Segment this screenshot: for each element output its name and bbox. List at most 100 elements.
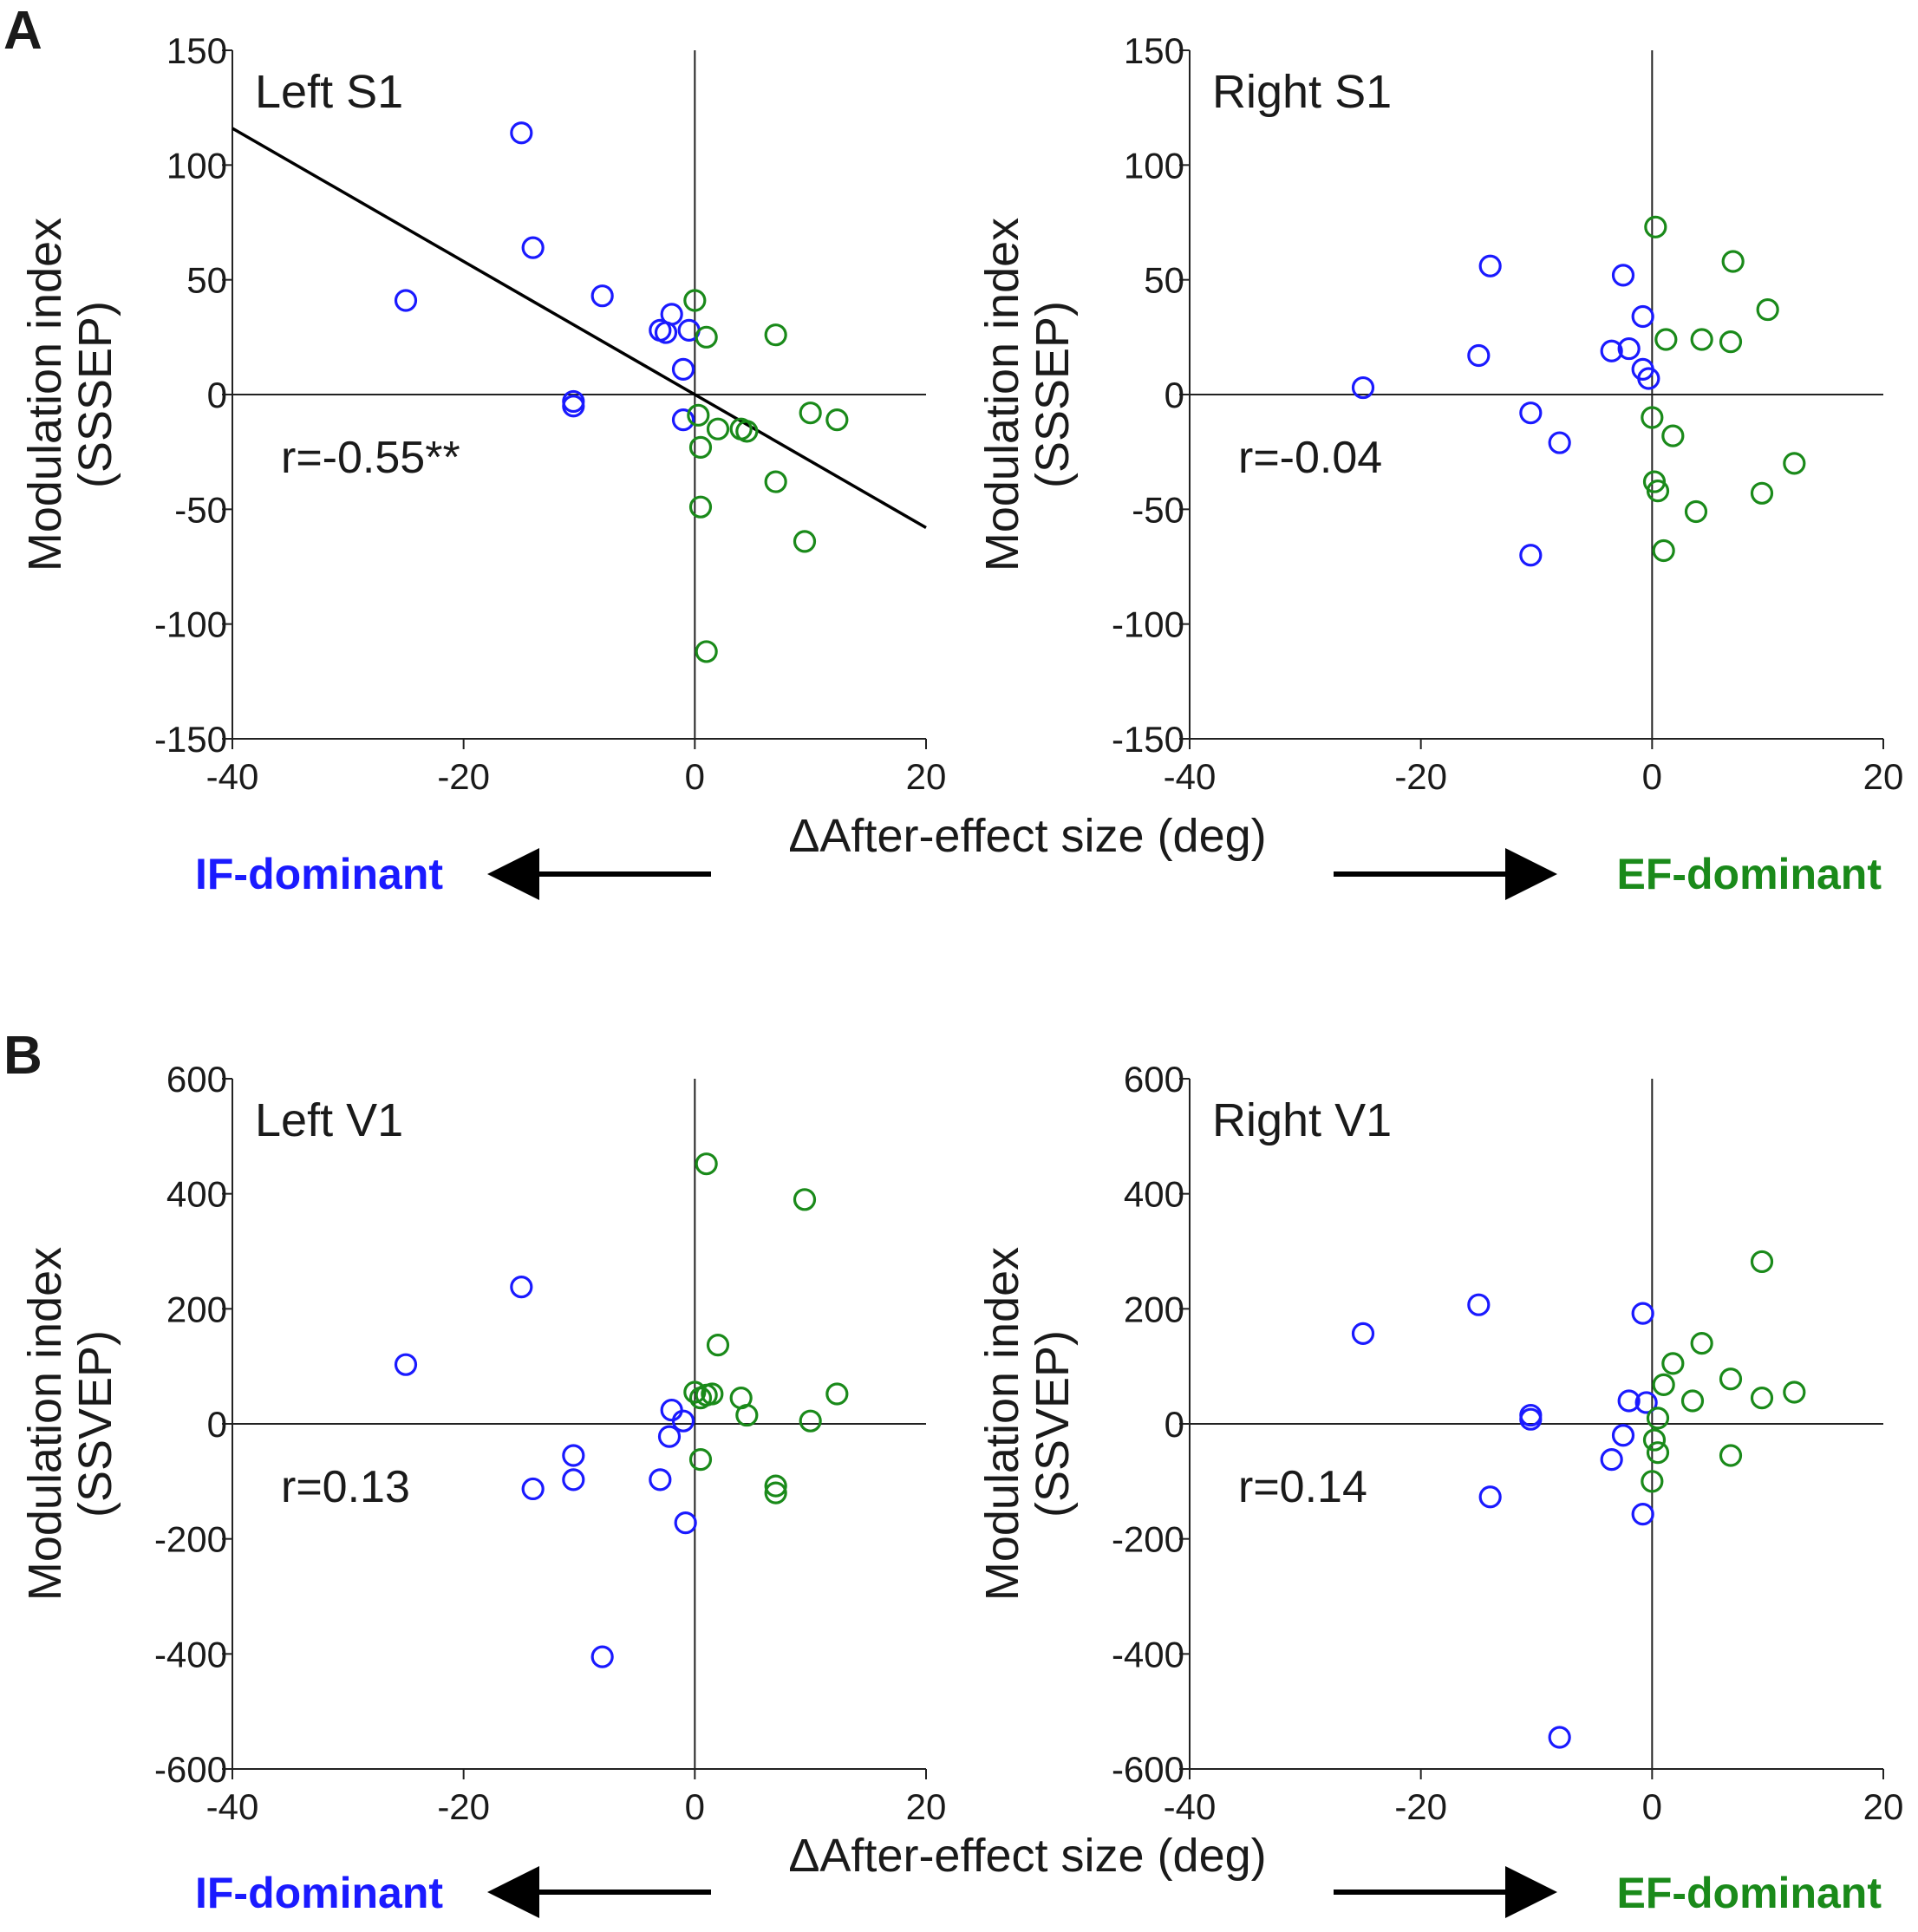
x-tick-label: -40 xyxy=(206,756,259,797)
y-axis-title-line2: (SSVEP) xyxy=(69,1330,121,1518)
x-tick-label: 0 xyxy=(1642,1786,1662,1827)
if-point xyxy=(649,1468,672,1491)
ef-point xyxy=(1661,424,1685,447)
if-point xyxy=(590,1645,614,1668)
chart-title: Right S1 xyxy=(1212,66,1392,118)
ef-point xyxy=(1719,1367,1743,1391)
if-point xyxy=(1631,304,1654,329)
if-point xyxy=(654,321,678,344)
ef-point xyxy=(1783,1380,1806,1404)
y-tick-label: 150 xyxy=(166,30,227,71)
ef-point xyxy=(799,1409,822,1433)
if-point xyxy=(1617,1389,1641,1413)
x-tick-label: -20 xyxy=(437,1786,490,1827)
if-point xyxy=(1600,339,1623,362)
if-point xyxy=(1519,401,1543,425)
y-tick-label: 100 xyxy=(1124,145,1184,186)
ef-point xyxy=(1684,499,1708,524)
x-tick-label: -20 xyxy=(437,756,490,797)
if-point xyxy=(671,408,695,432)
x-tick-label: 0 xyxy=(1642,756,1662,797)
if-point xyxy=(510,1276,533,1299)
y-tick-label: 0 xyxy=(207,1404,227,1445)
x-tick-label: -20 xyxy=(1394,756,1447,797)
ef-point xyxy=(764,1474,787,1498)
if-point xyxy=(1351,375,1375,400)
ef-point xyxy=(695,325,718,349)
y-tick-label: -50 xyxy=(174,489,227,530)
panel-letter-b: B xyxy=(3,1026,42,1086)
if-point xyxy=(510,121,533,145)
ef-point xyxy=(735,1403,759,1427)
panel-letter-a: A xyxy=(3,1,42,61)
ef-point xyxy=(1783,452,1806,475)
if-point xyxy=(1637,367,1660,390)
ef-point xyxy=(735,420,759,443)
correlation-label: r=0.13 xyxy=(281,1462,410,1512)
ef-dominant-label-a: EF-dominant xyxy=(1616,850,1882,898)
ef-point xyxy=(688,495,713,519)
y-tick-label: 400 xyxy=(166,1174,227,1215)
y-axis-title-line1: Modulation index xyxy=(976,218,1028,571)
if-point xyxy=(521,236,545,259)
ef-point xyxy=(687,403,710,427)
chart-left-s1: 150 100 50 0 -50 -100 -150-40 -20 0 20 Modulation … xyxy=(19,30,946,797)
x-tick-label: -40 xyxy=(1164,756,1217,797)
if-point xyxy=(1631,1302,1654,1325)
ef-point xyxy=(1652,538,1675,563)
correlation-label: r=-0.04 xyxy=(1238,433,1382,483)
if-point xyxy=(1600,1448,1623,1472)
if-point xyxy=(1351,1322,1375,1345)
y-tick-label: 0 xyxy=(207,375,227,415)
if-point xyxy=(660,1398,683,1422)
correlation-label: r=0.14 xyxy=(1238,1462,1367,1512)
ef-point xyxy=(1719,1444,1743,1467)
x-tick-label: -20 xyxy=(1394,1786,1447,1827)
y-tick-label: -200 xyxy=(154,1519,227,1560)
ef-point xyxy=(695,1152,718,1176)
x-tick-label: 0 xyxy=(685,1786,705,1827)
x-tick-label: 20 xyxy=(906,756,947,797)
ef-point xyxy=(1641,406,1664,429)
ef-point xyxy=(1654,328,1678,351)
if-point xyxy=(1631,1503,1654,1526)
if-point xyxy=(394,289,418,312)
y-tick-label: -600 xyxy=(1112,1749,1184,1790)
ef-point xyxy=(764,470,787,493)
if-point xyxy=(1548,1726,1571,1749)
ef-point xyxy=(1750,481,1774,505)
if-point xyxy=(671,357,695,381)
chart-right-s1: 150 100 50 0 -50 -100 -150-40 -20 0 20 Modulation … xyxy=(976,30,1903,797)
y-tick-label: 0 xyxy=(1164,1404,1184,1445)
ef-point xyxy=(701,1382,724,1406)
x-tick-label: 20 xyxy=(1863,1786,1904,1827)
if-point xyxy=(1478,254,1502,277)
ef-point xyxy=(793,530,817,553)
ef-point xyxy=(1661,1352,1685,1375)
ef-point xyxy=(825,408,849,432)
if-point xyxy=(671,1409,695,1433)
correlation-label: r=-0.55** xyxy=(281,433,460,483)
ef-point xyxy=(1646,480,1670,503)
ef-point xyxy=(706,1334,730,1357)
ef-point xyxy=(793,1188,817,1211)
ef-point xyxy=(706,417,730,441)
ef-point xyxy=(1719,330,1743,354)
ef-point xyxy=(1750,1250,1774,1274)
if-point xyxy=(1467,1293,1491,1316)
if-point xyxy=(1548,431,1571,454)
y-tick-label: 200 xyxy=(1124,1289,1184,1329)
x-tick-label: 20 xyxy=(1863,756,1904,797)
if-point xyxy=(674,1511,697,1535)
if-dominant-label-a: IF-dominant xyxy=(195,850,443,898)
x-tick-label: 0 xyxy=(685,756,705,797)
ef-point xyxy=(1690,328,1713,351)
y-tick-label: 100 xyxy=(166,145,227,186)
ef-point xyxy=(764,323,787,347)
y-tick-label: -600 xyxy=(154,1749,227,1790)
ef-point xyxy=(1680,1389,1705,1413)
ef-point xyxy=(1644,215,1667,238)
y-tick-label: 600 xyxy=(166,1059,227,1100)
